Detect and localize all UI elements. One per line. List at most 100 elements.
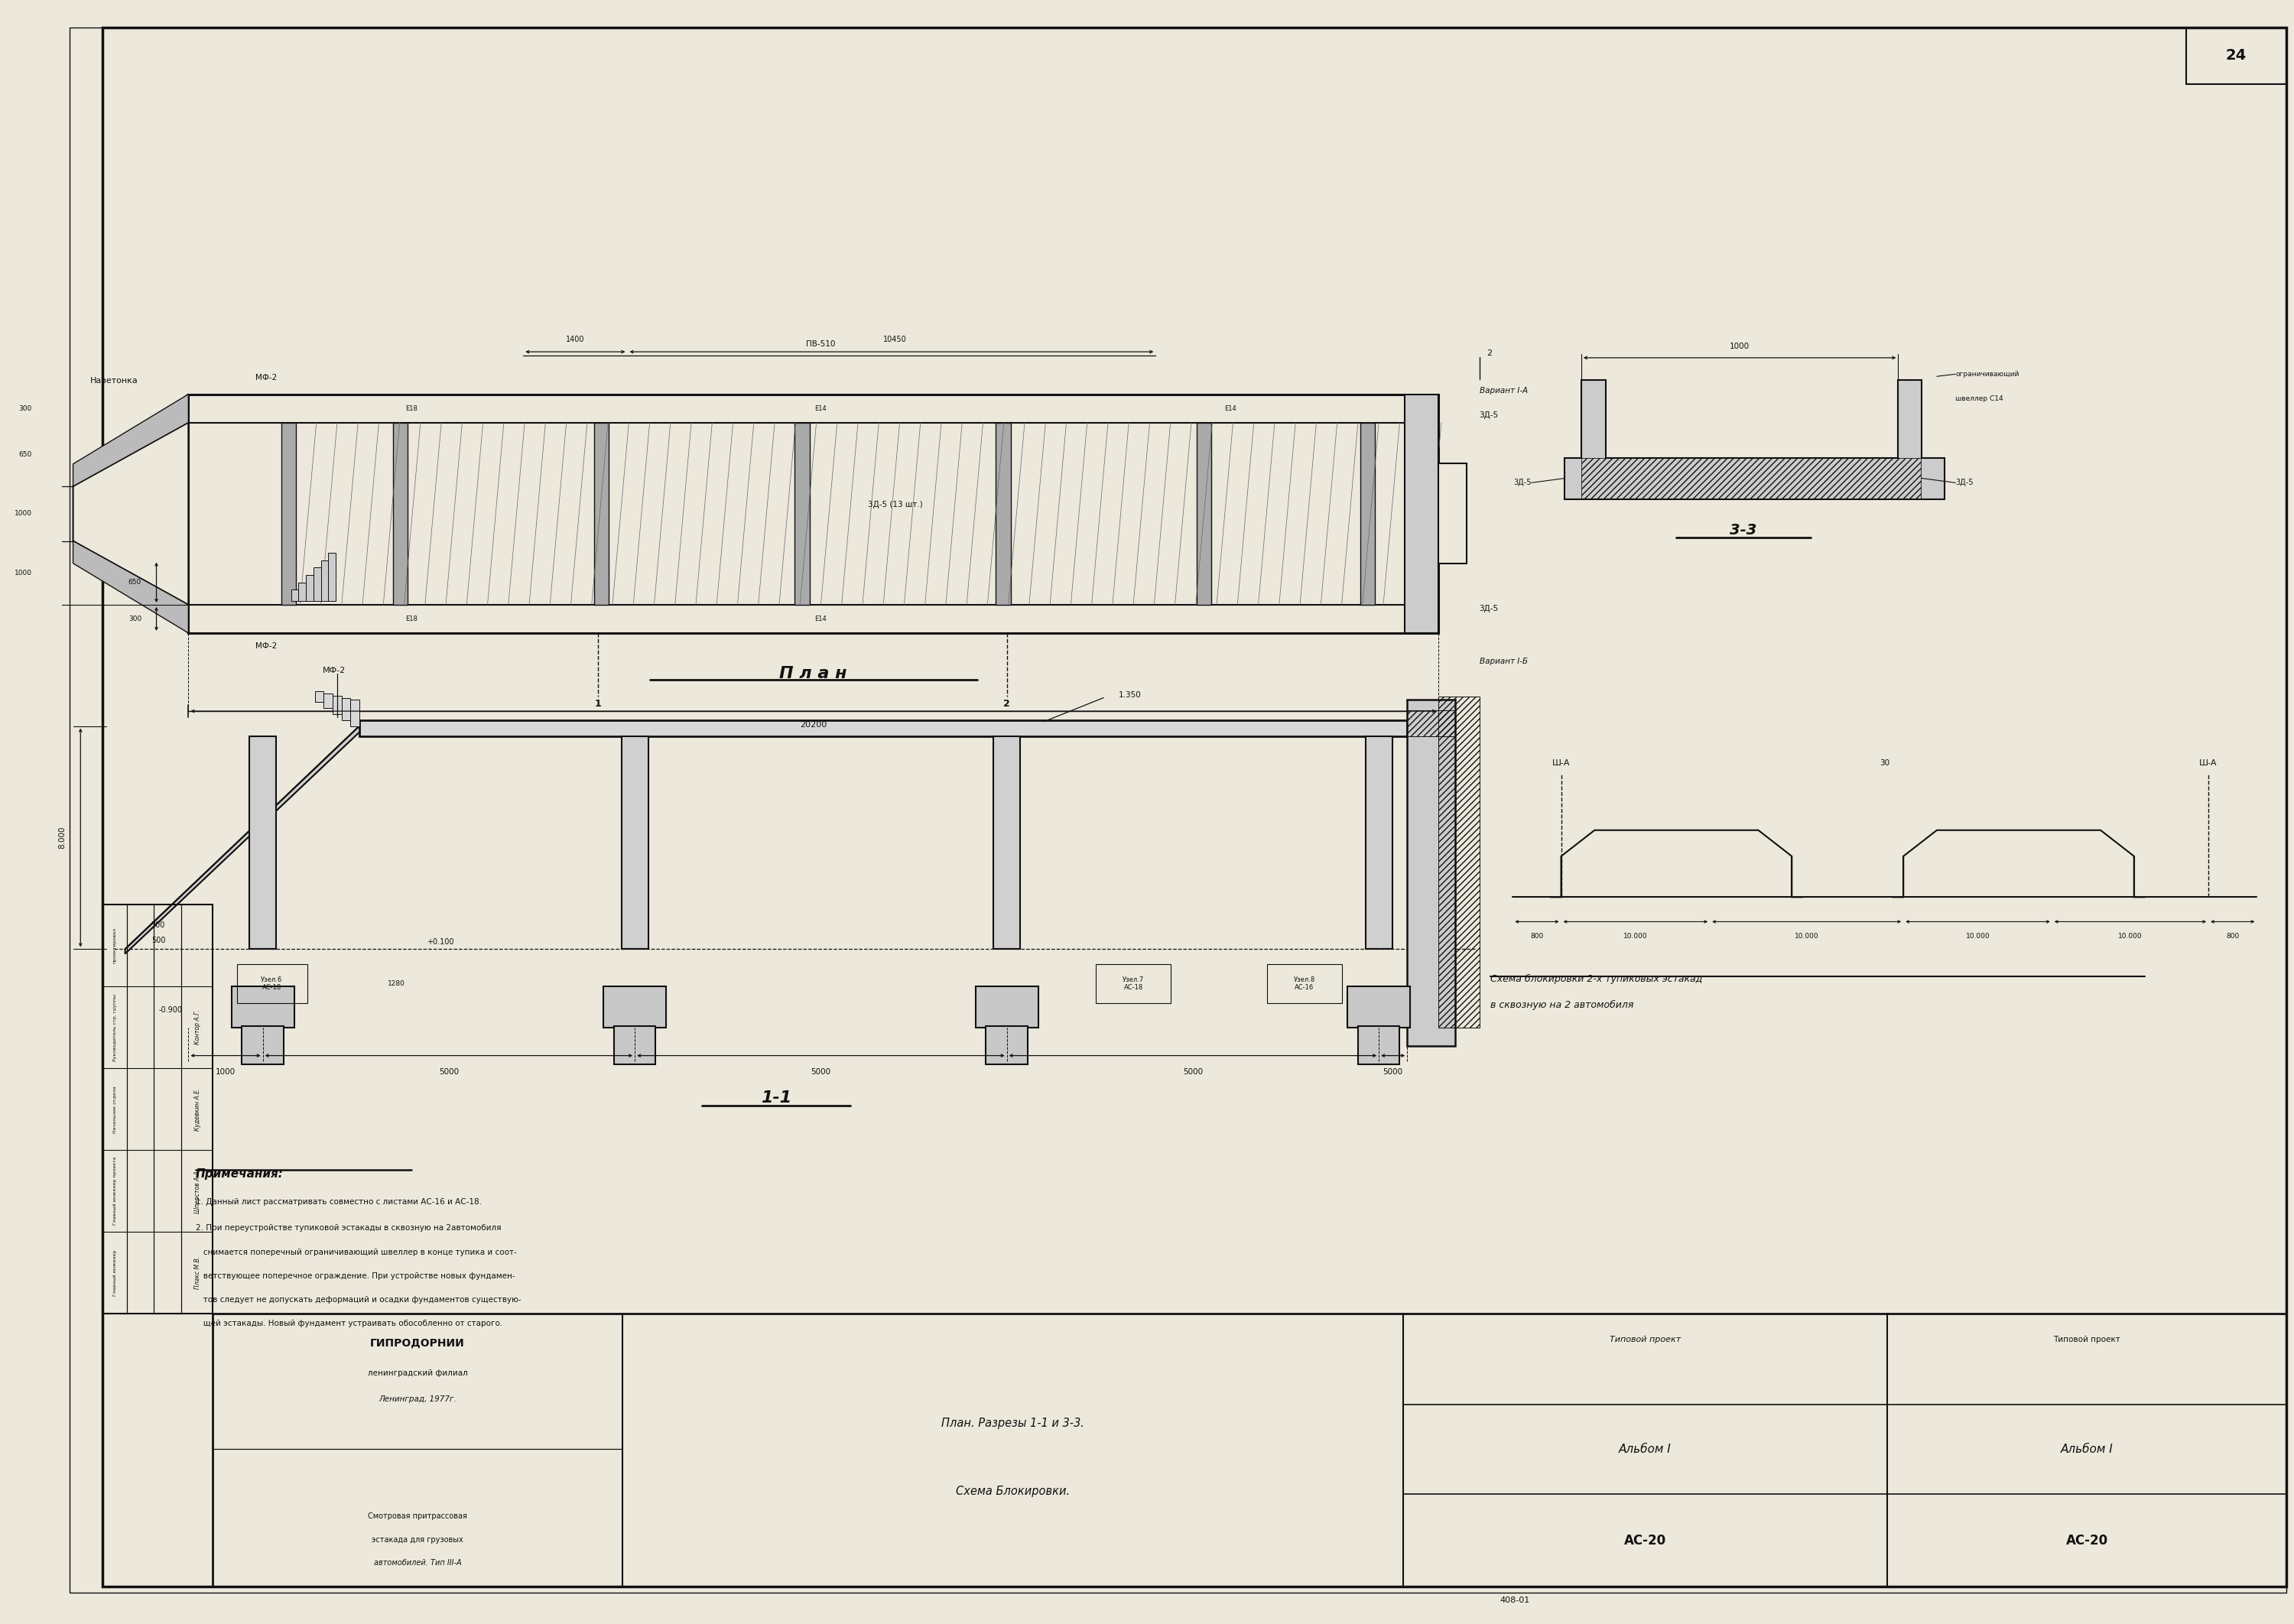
Text: 5000: 5000	[1383, 1069, 1404, 1075]
Bar	[1404, 395, 1438, 633]
Text: снимается поперечный ограничивающий швеллер в конце тупика и соот-: снимается поперечный ограничивающий швел…	[195, 1249, 516, 1255]
Text: Ш-А: Ш-А	[2200, 760, 2218, 767]
Text: 300: 300	[128, 615, 142, 622]
Text: 3Д-5: 3Д-5	[1480, 604, 1498, 612]
Bar	[328, 552, 335, 601]
Text: Альбом I: Альбом I	[1620, 1444, 1672, 1455]
Text: 1400: 1400	[567, 335, 585, 343]
Bar	[360, 719, 1406, 736]
Text: 1: 1	[594, 698, 601, 708]
Text: Начальник отдела: Начальник отдела	[112, 1085, 117, 1134]
Text: ГИПРОДОРНИИ: ГИПРОДОРНИИ	[369, 1338, 466, 1350]
Text: Главный инженер: Главный инженер	[112, 1250, 117, 1296]
Text: 800: 800	[2225, 934, 2239, 940]
Bar	[282, 422, 296, 604]
Text: 1280: 1280	[388, 979, 406, 987]
Text: Вариант I-А: Вариант I-А	[1480, 387, 1528, 395]
Text: Руководитель стр. группы: Руководитель стр. группы	[112, 994, 117, 1060]
Bar	[1438, 697, 1480, 1028]
Text: 10450: 10450	[883, 335, 906, 343]
Text: 5000: 5000	[810, 1069, 830, 1075]
Bar	[232, 986, 294, 1028]
Text: Ленинград, 1977г.: Ленинград, 1977г.	[379, 1395, 457, 1403]
Polygon shape	[1565, 380, 1945, 499]
Bar	[323, 693, 333, 708]
Text: Плакс М.В.: Плакс М.В.	[195, 1257, 202, 1289]
Text: 650: 650	[18, 451, 32, 458]
Bar	[298, 583, 305, 601]
Bar	[794, 422, 810, 604]
Polygon shape	[73, 541, 188, 633]
Text: -0.900: -0.900	[158, 1007, 181, 1013]
Text: Узел.7
АС-18: Узел.7 АС-18	[1122, 976, 1145, 991]
Text: +0.100: +0.100	[427, 939, 454, 945]
Bar	[314, 567, 321, 601]
Text: Контор А.Г.: Контор А.Г.	[195, 1010, 202, 1044]
Text: 24: 24	[2225, 49, 2246, 63]
Text: 3Д-5: 3Д-5	[1954, 479, 1973, 487]
Bar	[291, 590, 298, 601]
Text: АС-20: АС-20	[1624, 1533, 1665, 1548]
Bar	[1360, 422, 1374, 604]
Bar	[1581, 458, 1920, 499]
Text: Е18: Е18	[406, 404, 418, 412]
Bar	[1266, 965, 1342, 1002]
Text: швеллер С14: швеллер С14	[1954, 395, 2003, 403]
Bar	[314, 692, 323, 702]
Text: Смотровая притрассовая: Смотровая притрассовая	[367, 1512, 468, 1520]
Text: Е14: Е14	[814, 404, 826, 412]
Text: Альбом I: Альбом I	[2060, 1444, 2113, 1455]
Text: 500: 500	[151, 937, 165, 944]
Bar	[321, 560, 328, 601]
Text: 408-01: 408-01	[1500, 1596, 1530, 1605]
Bar	[1406, 710, 1454, 736]
Text: щей эстакады. Новый фундамент устраивать обособленно от старого.: щей эстакады. Новый фундамент устраивать…	[195, 1320, 502, 1327]
Text: Вариант I-Б: Вариант I-Б	[1480, 658, 1528, 666]
Text: Узел.6
АС-18: Узел.6 АС-18	[262, 976, 282, 991]
Text: 10.000: 10.000	[1966, 934, 1989, 940]
Bar	[1347, 986, 1411, 1028]
Text: Шперстов А.А.: Шперстов А.А.	[195, 1169, 202, 1213]
Bar	[622, 736, 649, 948]
Text: ленинградский филиал: ленинградский филиал	[367, 1369, 468, 1377]
Text: 1000: 1000	[1730, 343, 1750, 351]
Polygon shape	[73, 395, 188, 486]
Text: 1-1: 1-1	[762, 1090, 791, 1106]
Text: Типовой проект: Типовой проект	[1610, 1337, 1682, 1343]
Text: 1.350: 1.350	[1119, 690, 1140, 698]
Text: 800: 800	[1530, 934, 1544, 940]
Bar	[305, 575, 314, 601]
Text: АС-20: АС-20	[2065, 1533, 2108, 1548]
Text: 3Д-5: 3Д-5	[1480, 411, 1498, 419]
Bar	[236, 965, 307, 1002]
Bar	[594, 422, 608, 604]
Text: Примечания:: Примечания:	[195, 1169, 284, 1181]
Text: автомобилей. Тип III-А: автомобилей. Тип III-А	[374, 1559, 461, 1567]
Bar	[188, 395, 1438, 633]
Text: 5000: 5000	[1184, 1069, 1202, 1075]
Text: эстакада для грузовых: эстакада для грузовых	[372, 1536, 463, 1544]
Text: 3Д-5: 3Д-5	[1514, 479, 1532, 487]
Text: П л а н: П л а н	[780, 666, 846, 682]
Text: тов следует не допускать деформаций и осадки фундаментов существую-: тов следует не допускать деформаций и ос…	[195, 1296, 521, 1304]
Text: МФ-2: МФ-2	[323, 666, 346, 674]
Text: 10.000: 10.000	[2117, 934, 2143, 940]
Bar	[241, 1026, 284, 1064]
Text: 3-3: 3-3	[1730, 523, 1757, 538]
Bar	[213, 1314, 2287, 1587]
Bar	[996, 422, 1012, 604]
Text: Е18: Е18	[406, 615, 418, 622]
Text: 1000: 1000	[216, 1069, 236, 1075]
Text: Наветонка: Наветонка	[89, 377, 138, 385]
Bar	[1197, 422, 1211, 604]
Text: Ш-А: Ш-А	[1553, 760, 1569, 767]
Text: 10.000: 10.000	[1794, 934, 1819, 940]
Text: 8.000: 8.000	[57, 827, 67, 849]
Bar	[1358, 1026, 1399, 1064]
Text: 1. Данный лист рассматривать совместно с листами АС-16 и АС-18.: 1. Данный лист рассматривать совместно с…	[195, 1199, 482, 1207]
Text: МФ-2: МФ-2	[255, 643, 278, 650]
Text: Схема блокировки 2-х тупиковых эстакад: Схема блокировки 2-х тупиковых эстакад	[1491, 974, 1702, 984]
Text: Е14: Е14	[1225, 404, 1236, 412]
Text: Главный инженер проекта: Главный инженер проекта	[112, 1156, 117, 1224]
Bar	[333, 695, 342, 715]
